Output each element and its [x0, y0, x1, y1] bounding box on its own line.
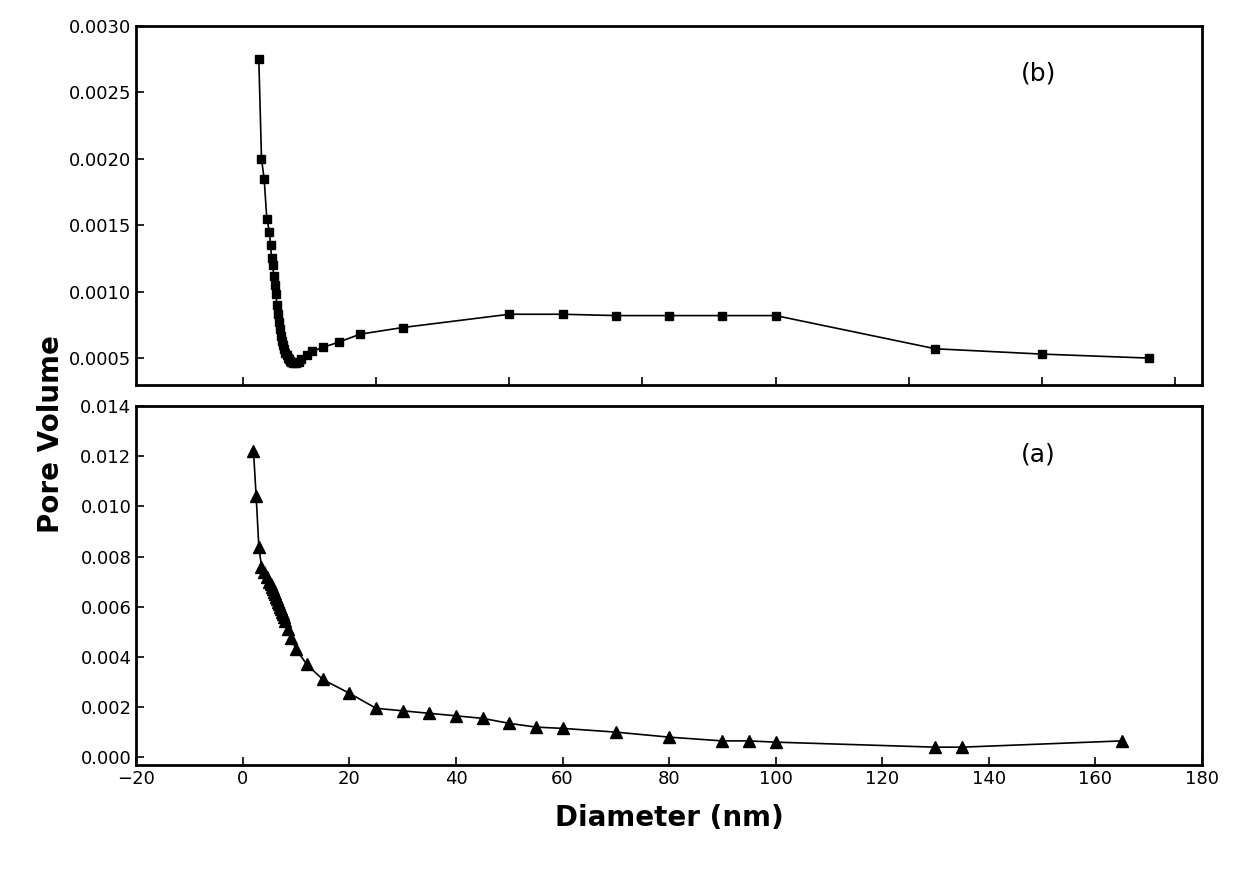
X-axis label: Diameter (nm): Diameter (nm)	[555, 804, 783, 833]
Text: (a): (a)	[1021, 442, 1056, 466]
Text: Pore Volume: Pore Volume	[37, 335, 66, 534]
Text: (b): (b)	[1021, 62, 1056, 86]
